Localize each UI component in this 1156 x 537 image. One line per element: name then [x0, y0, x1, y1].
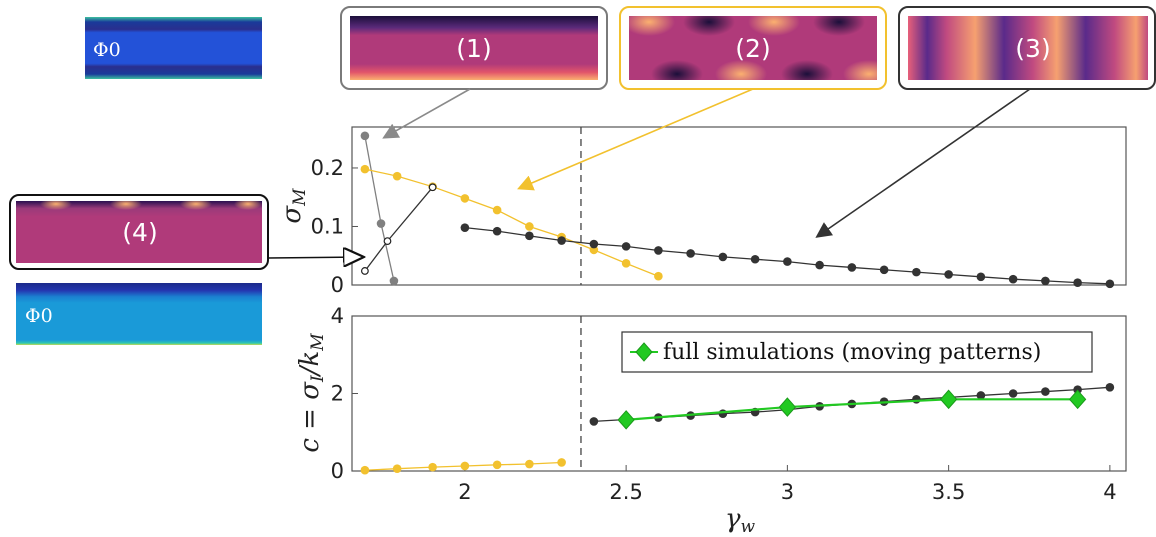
top-series-3-point — [621, 242, 631, 251]
top-series-1-point — [460, 194, 470, 203]
bottom-series-2-point — [617, 410, 635, 430]
bottom-series-1-point — [1105, 383, 1115, 392]
arrow-snapshot-2 — [517, 88, 754, 191]
snapshot-4-label: (4) — [122, 218, 157, 247]
bottom-series-0-point — [428, 462, 437, 472]
bottom-series — [360, 383, 1115, 475]
snapshot-1-label: (1) — [456, 34, 491, 63]
bottom-series-0-point — [492, 460, 502, 470]
top-ytick-label: 0.1 — [311, 214, 344, 238]
bottom-series-0-point — [525, 459, 534, 469]
top-ytick-label: 0 — [331, 273, 344, 297]
bottom-ytick-label: 0 — [331, 459, 344, 483]
xtick-label: 3 — [781, 480, 794, 504]
panel-sigma-m: 0 0.1 0.2 σM — [277, 126, 1127, 297]
top-series-2-point — [361, 267, 369, 275]
top-series-0-point — [360, 131, 370, 141]
x-axis-label: γw — [725, 504, 756, 537]
legend: full simulations (moving patterns) — [621, 331, 1093, 373]
top-series-2-point — [428, 183, 437, 192]
bottom-series-0-point — [360, 465, 370, 475]
top-series-3-point — [879, 265, 889, 275]
bottom-series-0-point — [460, 461, 470, 471]
xtick-label: 3.5 — [932, 480, 965, 504]
top-series-3-point — [589, 239, 599, 249]
top-series-3-point — [750, 254, 760, 264]
snapshot-2-label: (2) — [735, 34, 770, 63]
top-series-3-point — [1073, 278, 1082, 287]
top-series-3-point — [557, 236, 566, 245]
top-series-0-point — [389, 276, 399, 286]
top-series-1-point — [392, 171, 402, 181]
top-series-3-point — [783, 257, 792, 266]
top-y-label: σM — [277, 188, 310, 224]
top-series-1-point — [525, 222, 534, 231]
bottom-x-ticks: 2 2.5 3 3.5 4 — [458, 465, 1117, 504]
phi0-label-bottom: Φ0 — [25, 305, 53, 327]
snapshot-3: (3) — [898, 6, 1156, 90]
bottom-ytick-label: 4 — [331, 304, 344, 328]
arrow-snapshot-1 — [382, 88, 471, 139]
arrow-snapshot-4 — [267, 257, 364, 258]
legend-diamond-icon — [635, 342, 653, 362]
bottom-series-2-point — [778, 397, 797, 417]
bottom-series-1-point — [589, 417, 599, 426]
snapshot-1: (1) — [340, 6, 608, 90]
top-series-1-point — [621, 259, 631, 268]
top-series-3-point — [654, 246, 663, 255]
snapshot-3-label: (3) — [1015, 34, 1050, 63]
top-series-3-point — [1105, 279, 1115, 289]
top-series — [360, 131, 1115, 289]
xtick-label: 4 — [1103, 480, 1116, 504]
phi0-strip-top: Φ0 — [85, 17, 262, 79]
bottom-series-0-point — [392, 464, 402, 473]
bottom-y-label: c = σI/kM — [295, 333, 328, 453]
bottom-series-2-point — [1068, 389, 1087, 410]
bottom-y-ticks: 0 2 4 — [331, 304, 358, 483]
top-series-3-point — [1041, 276, 1050, 286]
top-series-1-point — [492, 205, 502, 215]
top-series-3-point — [847, 263, 857, 272]
top-series-3-point — [912, 267, 921, 277]
top-series-1-point — [360, 164, 370, 174]
bottom-series-2-line — [626, 398, 1078, 421]
bottom-series-1-point — [976, 391, 986, 400]
bottom-series-2-point — [939, 389, 958, 410]
legend-box — [621, 331, 1093, 373]
bottom-series-1-point — [1041, 387, 1050, 396]
top-series-1-point — [654, 271, 663, 281]
top-series-3-point — [492, 226, 502, 236]
bottom-series-1-point — [718, 409, 728, 418]
bottom-series-1-point — [912, 395, 921, 404]
top-y-ticks: 0 0.1 0.2 — [311, 156, 358, 297]
top-series-3-point — [525, 231, 534, 241]
xtick-label: 2.5 — [609, 480, 642, 504]
top-series-1-line — [364, 168, 659, 277]
top-series-3-point — [815, 260, 824, 270]
top-series-3-point — [686, 249, 695, 258]
snapshot-4: (4) — [9, 194, 269, 270]
top-series-3-point — [460, 223, 470, 232]
top-plot-frame — [351, 126, 1127, 286]
top-series-0-point — [376, 219, 386, 228]
bottom-series-1-point — [1008, 389, 1018, 398]
legend-label: full simulations (moving patterns) — [663, 340, 1041, 365]
bottom-ytick-label: 2 — [331, 382, 344, 406]
top-series-2-point — [383, 237, 392, 246]
top-series-3-point — [976, 272, 986, 282]
top-series-3-point — [944, 270, 953, 279]
phi0-strip-bottom: Φ0 — [16, 283, 262, 345]
xtick-label: 2 — [458, 480, 471, 504]
bottom-series-0-point — [557, 458, 566, 467]
panel-wave-speed: 0 2 4 2 2.5 3 3.5 4 c = σI/kM γw full simulati… — [295, 304, 1127, 537]
arrows — [267, 88, 1031, 258]
snapshot-2: (2) — [619, 6, 887, 90]
top-ytick-label: 0.2 — [311, 156, 344, 180]
arrow-snapshot-3 — [815, 88, 1031, 238]
phi0-label-top: Φ0 — [93, 39, 121, 61]
top-series-3-point — [1008, 274, 1018, 284]
top-series-3-point — [718, 252, 728, 262]
